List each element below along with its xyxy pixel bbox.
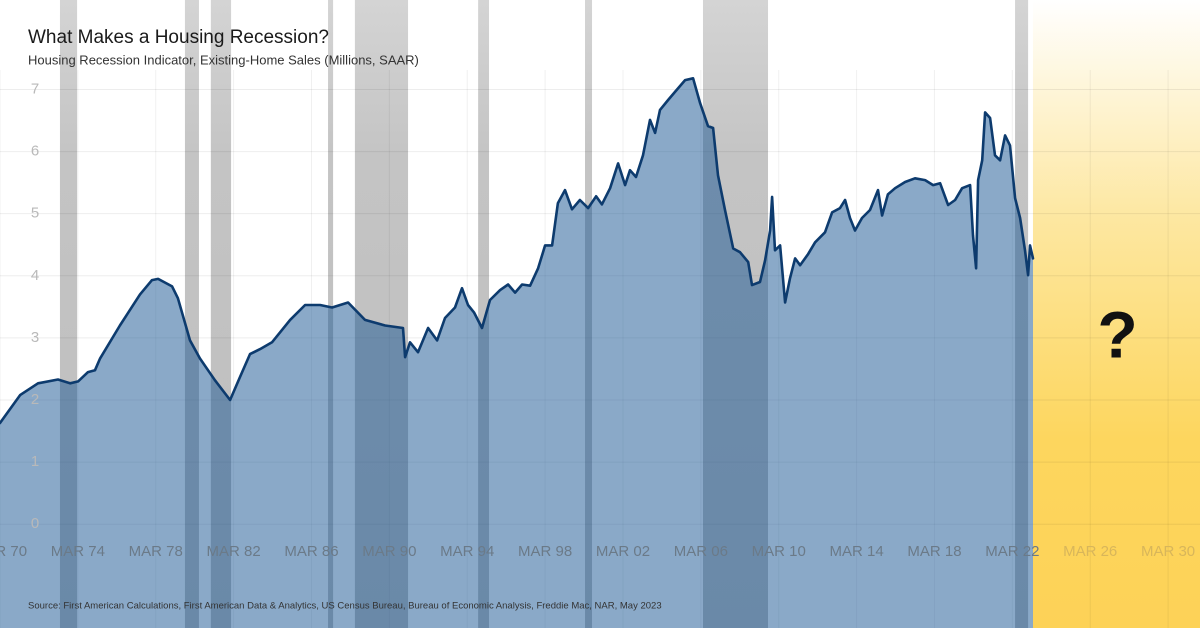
- x-tick-label: MAR 90: [362, 543, 416, 560]
- y-tick-label: 3: [31, 329, 39, 346]
- x-tick-label: MAR 02: [596, 543, 650, 560]
- x-tick-label: MAR 06: [674, 543, 728, 560]
- x-tick-label: MAR 86: [284, 543, 338, 560]
- forecast-region: [1032, 0, 1200, 628]
- x-tick-label: MAR 14: [829, 543, 883, 560]
- forecast-annotation: ?: [1097, 297, 1137, 371]
- y-tick-label: 4: [31, 267, 39, 284]
- y-tick-label: 2: [31, 391, 39, 408]
- x-tick-label: MAR 18: [907, 543, 961, 560]
- y-tick-label: 6: [31, 143, 39, 160]
- x-tick-label: MAR 82: [207, 543, 261, 560]
- x-tick-label: MAR 10: [752, 543, 806, 560]
- x-tick-label: MAR 22: [985, 543, 1039, 560]
- recession-band: [478, 0, 490, 628]
- x-tick-label: MAR 74: [51, 543, 105, 560]
- x-tick-label: MAR 94: [440, 543, 494, 560]
- chart-subtitle: Housing Recession Indicator, Existing-Ho…: [28, 52, 419, 67]
- y-tick-label: 1: [31, 453, 39, 470]
- series-line: [0, 77, 1035, 425]
- x-tick-label: MAR 98: [518, 543, 572, 560]
- x-tick-label: MAR 30: [1141, 543, 1195, 560]
- y-tick-label: 7: [31, 80, 39, 97]
- x-tick-label: MAR 78: [129, 543, 183, 560]
- area-fill: [0, 78, 1033, 628]
- data-layer: [0, 77, 1035, 628]
- chart-title: What Makes a Housing Recession?: [28, 27, 329, 48]
- y-tick-label: 0: [31, 515, 39, 532]
- source-note: Source: First American Calculations, Fir…: [28, 601, 662, 612]
- x-tick-label: MAR 70: [0, 543, 27, 560]
- label-layer: 0 1 2 3 4 5 6 7 MAR 70 MAR 74 MAR 78 MAR 82 MAR 86 MA…: [0, 80, 1195, 560]
- y-tick-label: 5: [31, 205, 39, 222]
- x-tick-label: MAR 26: [1063, 543, 1117, 560]
